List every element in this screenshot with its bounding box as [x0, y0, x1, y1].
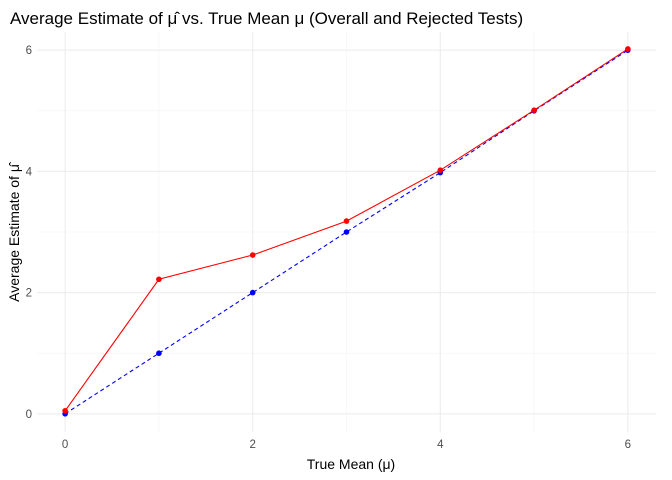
x-tick-label: 0: [62, 439, 68, 451]
y-tick-label: 4: [26, 166, 33, 178]
tick-labels: 0 2 4 6 0 2 4 6: [26, 45, 631, 451]
y-axis-title: Average Estimate of μ̂: [6, 161, 22, 302]
series-1-point: [156, 276, 162, 283]
chart-title: Average Estimate of μ̂ vs. True Mean μ (…: [10, 9, 523, 28]
series-1-point: [437, 167, 444, 173]
series-1-point: [625, 46, 631, 52]
series-0-point: [249, 289, 256, 296]
series-layer: [62, 46, 631, 417]
y-tick-label: 6: [26, 45, 32, 57]
series-1-point: [343, 218, 350, 224]
series-1-point: [531, 107, 537, 113]
x-tick-label: 4: [437, 439, 444, 451]
x-tick-label: 6: [625, 439, 631, 451]
x-axis-title: True Mean (μ): [307, 456, 395, 472]
series-1-point: [62, 407, 68, 414]
series-0-point: [343, 229, 350, 235]
series-0-point: [156, 350, 162, 357]
y-tick-label: 2: [26, 288, 32, 300]
series-1-point: [249, 252, 256, 258]
x-tick-label: 2: [250, 439, 256, 451]
y-tick-label: 0: [26, 409, 32, 421]
